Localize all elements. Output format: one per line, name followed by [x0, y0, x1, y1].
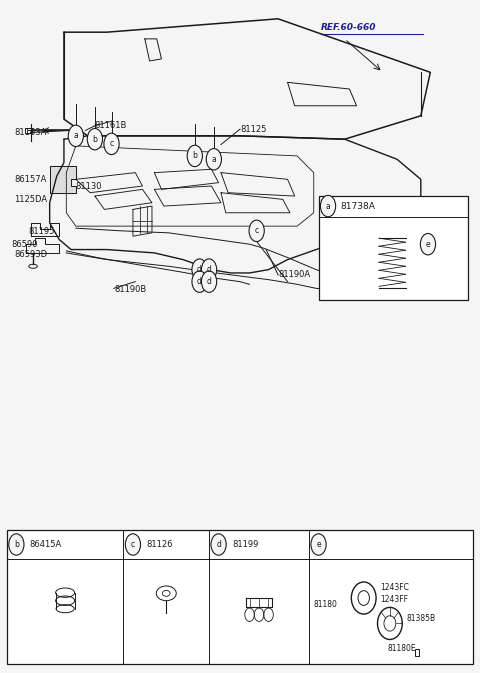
Circle shape — [187, 145, 203, 167]
Text: b: b — [192, 151, 197, 160]
Text: a: a — [73, 131, 78, 141]
Text: e: e — [316, 540, 321, 549]
Circle shape — [68, 125, 84, 147]
Text: 1243FF: 1243FF — [380, 595, 408, 604]
Text: 86415A: 86415A — [30, 540, 62, 549]
Text: a: a — [325, 202, 330, 211]
Circle shape — [202, 271, 216, 292]
Text: 81130: 81130 — [76, 182, 102, 190]
Circle shape — [206, 149, 221, 170]
Circle shape — [9, 534, 24, 555]
Text: a: a — [212, 155, 216, 164]
Text: 86593D: 86593D — [14, 250, 47, 259]
Text: e: e — [426, 240, 430, 249]
Text: 81190A: 81190A — [278, 271, 310, 279]
Text: 81385B: 81385B — [407, 614, 436, 623]
Circle shape — [202, 259, 216, 281]
Circle shape — [104, 133, 119, 155]
Text: 81125: 81125 — [240, 125, 266, 134]
Circle shape — [420, 234, 435, 255]
Text: 81126: 81126 — [146, 540, 173, 549]
FancyBboxPatch shape — [319, 196, 468, 299]
Text: d: d — [197, 265, 202, 274]
Circle shape — [87, 129, 103, 150]
Text: c: c — [254, 226, 259, 236]
Circle shape — [321, 195, 336, 217]
Text: c: c — [131, 540, 135, 549]
Text: 81738A: 81738A — [340, 202, 375, 211]
Text: 1125DA: 1125DA — [14, 195, 47, 204]
Text: d: d — [197, 277, 202, 286]
Circle shape — [192, 259, 207, 281]
Circle shape — [311, 534, 326, 555]
FancyBboxPatch shape — [7, 530, 473, 664]
Text: 81195: 81195 — [28, 227, 55, 236]
Text: d: d — [216, 540, 221, 549]
Text: 81190B: 81190B — [114, 285, 146, 294]
Text: 81180: 81180 — [314, 600, 337, 609]
Text: 81163A: 81163A — [14, 128, 47, 137]
Polygon shape — [49, 166, 76, 192]
Circle shape — [211, 534, 226, 555]
Text: d: d — [206, 277, 212, 286]
Text: c: c — [109, 139, 114, 148]
Text: 86157A: 86157A — [14, 175, 47, 184]
Text: REF.60-660: REF.60-660 — [321, 23, 376, 32]
Text: b: b — [93, 135, 97, 144]
Circle shape — [192, 271, 207, 292]
Text: 81161B: 81161B — [95, 121, 127, 131]
Circle shape — [249, 220, 264, 242]
Text: 81180E: 81180E — [387, 644, 416, 653]
Circle shape — [125, 534, 141, 555]
Text: b: b — [14, 540, 19, 549]
Text: d: d — [206, 265, 212, 274]
Text: 81199: 81199 — [232, 540, 258, 549]
Text: 86590: 86590 — [12, 240, 38, 249]
Text: 1243FC: 1243FC — [380, 583, 409, 592]
